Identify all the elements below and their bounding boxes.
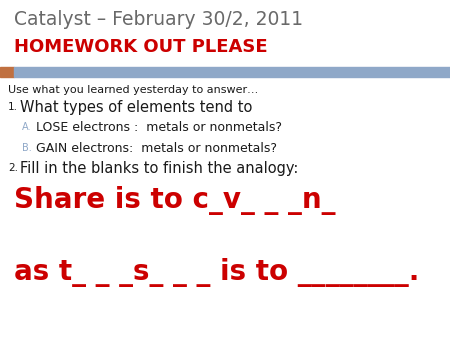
Text: HOMEWORK OUT PLEASE: HOMEWORK OUT PLEASE xyxy=(14,38,268,56)
Bar xyxy=(14,67,450,77)
Text: B.: B. xyxy=(22,143,32,153)
Text: as t_ _ _s_ _ _ is to ________.: as t_ _ _s_ _ _ is to ________. xyxy=(14,258,419,287)
Text: Share is to c_v_ _ _n_: Share is to c_v_ _ _n_ xyxy=(14,186,336,215)
Text: LOSE electrons :  metals or nonmetals?: LOSE electrons : metals or nonmetals? xyxy=(36,121,282,134)
Text: Catalyst – February 30/2, 2011: Catalyst – February 30/2, 2011 xyxy=(14,10,303,29)
Text: Fill in the blanks to finish the analogy:: Fill in the blanks to finish the analogy… xyxy=(20,161,298,176)
Text: What types of elements tend to: What types of elements tend to xyxy=(20,100,252,115)
Text: Use what you learned yesterday to answer…: Use what you learned yesterday to answer… xyxy=(8,85,258,95)
Text: GAIN electrons:  metals or nonmetals?: GAIN electrons: metals or nonmetals? xyxy=(36,142,277,155)
Text: 2.: 2. xyxy=(8,163,18,173)
Text: A.: A. xyxy=(22,122,32,132)
Bar xyxy=(0,67,14,77)
Text: 1.: 1. xyxy=(8,102,18,112)
